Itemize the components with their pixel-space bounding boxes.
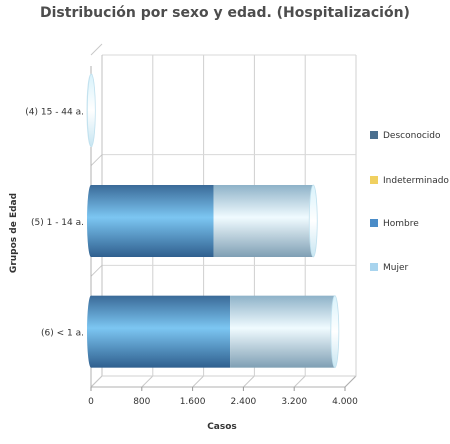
wall-line — [90, 154, 103, 167]
category-label: (4) 15 - 44 a. — [25, 107, 84, 117]
bar-end-cap — [308, 184, 318, 258]
bar-start-cap — [87, 295, 95, 368]
bar-end-cap — [330, 295, 340, 369]
legend-swatch — [370, 131, 378, 139]
legend-label: Mujer — [383, 263, 409, 273]
x-tick-label: 4.000 — [332, 397, 358, 407]
legend-label: Desconocido — [383, 131, 441, 141]
floor-line — [293, 375, 306, 388]
legend-label: Indeterminado — [383, 176, 449, 186]
legend-swatch — [370, 219, 378, 227]
floor-line — [243, 375, 255, 388]
legend-swatch — [370, 263, 378, 271]
legend-item-hombre[interactable]: Hombre — [370, 219, 419, 229]
legend-item-mujer[interactable]: Mujer — [370, 263, 408, 273]
x-tick-label: 0 — [88, 397, 94, 407]
floor-edge — [344, 375, 357, 388]
floor-line — [192, 375, 204, 388]
x-tick-label: 1.600 — [180, 397, 206, 407]
wall-line — [90, 375, 103, 388]
wall-line — [90, 264, 103, 277]
bar-mujer — [230, 295, 335, 368]
category-label: (6) < 1 a. — [41, 329, 84, 339]
bar-hombre — [91, 185, 214, 257]
legend-label: Hombre — [383, 219, 419, 229]
chart-title: Distribución por sexo y edad. (Hospitali… — [40, 5, 410, 21]
floor-line — [141, 375, 154, 388]
category-label: (5) 1 - 14 a. — [31, 218, 84, 228]
y-axis-title: Grupos de Edad — [9, 193, 19, 273]
bar-start-cap — [87, 185, 95, 257]
legend-item-desconocido[interactable]: Desconocido — [370, 131, 441, 141]
bar-end-cap — [86, 73, 96, 147]
x-tick-label: 800 — [133, 397, 150, 407]
x-axis-title: Casos — [207, 422, 237, 432]
legend-item-indeterminado[interactable]: Indeterminado — [370, 176, 449, 186]
bar-hombre — [91, 295, 231, 368]
legend-swatch — [370, 176, 378, 184]
wall-line — [90, 43, 103, 56]
x-tick-label: 2.400 — [231, 397, 257, 407]
bar-mujer — [213, 185, 314, 257]
x-tick-label: 3.200 — [281, 397, 307, 407]
